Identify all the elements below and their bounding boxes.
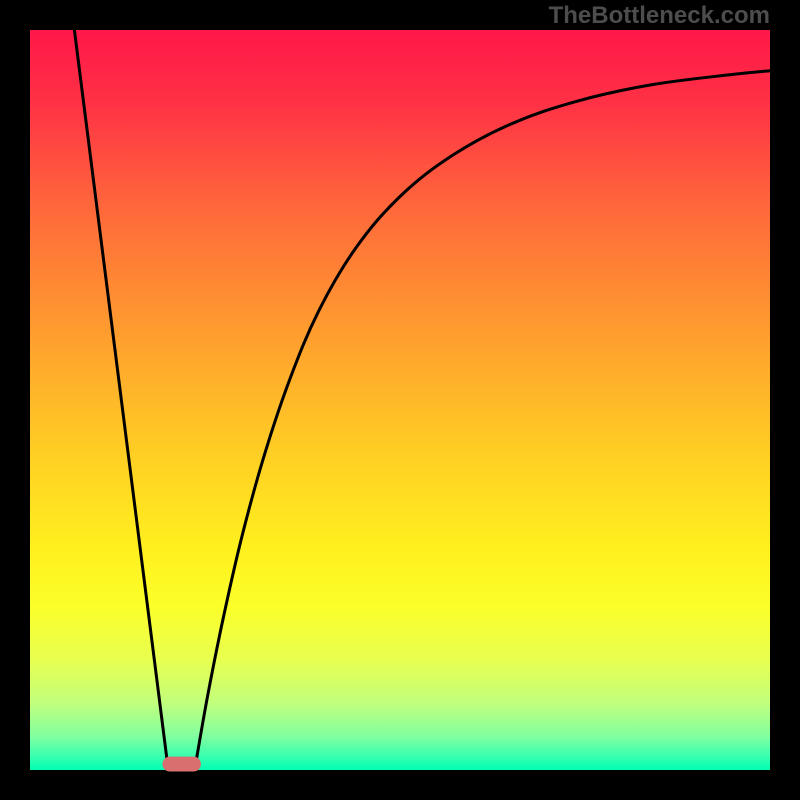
bottleneck-marker — [162, 757, 200, 772]
chart-frame — [0, 0, 800, 800]
plot-area — [30, 30, 770, 770]
curve-right-asymptote — [197, 71, 771, 759]
curve-layer — [30, 30, 770, 770]
chart-container: TheBottleneck.com — [0, 0, 800, 800]
curve-left-descent — [74, 30, 166, 759]
watermark-text: TheBottleneck.com — [549, 2, 770, 30]
